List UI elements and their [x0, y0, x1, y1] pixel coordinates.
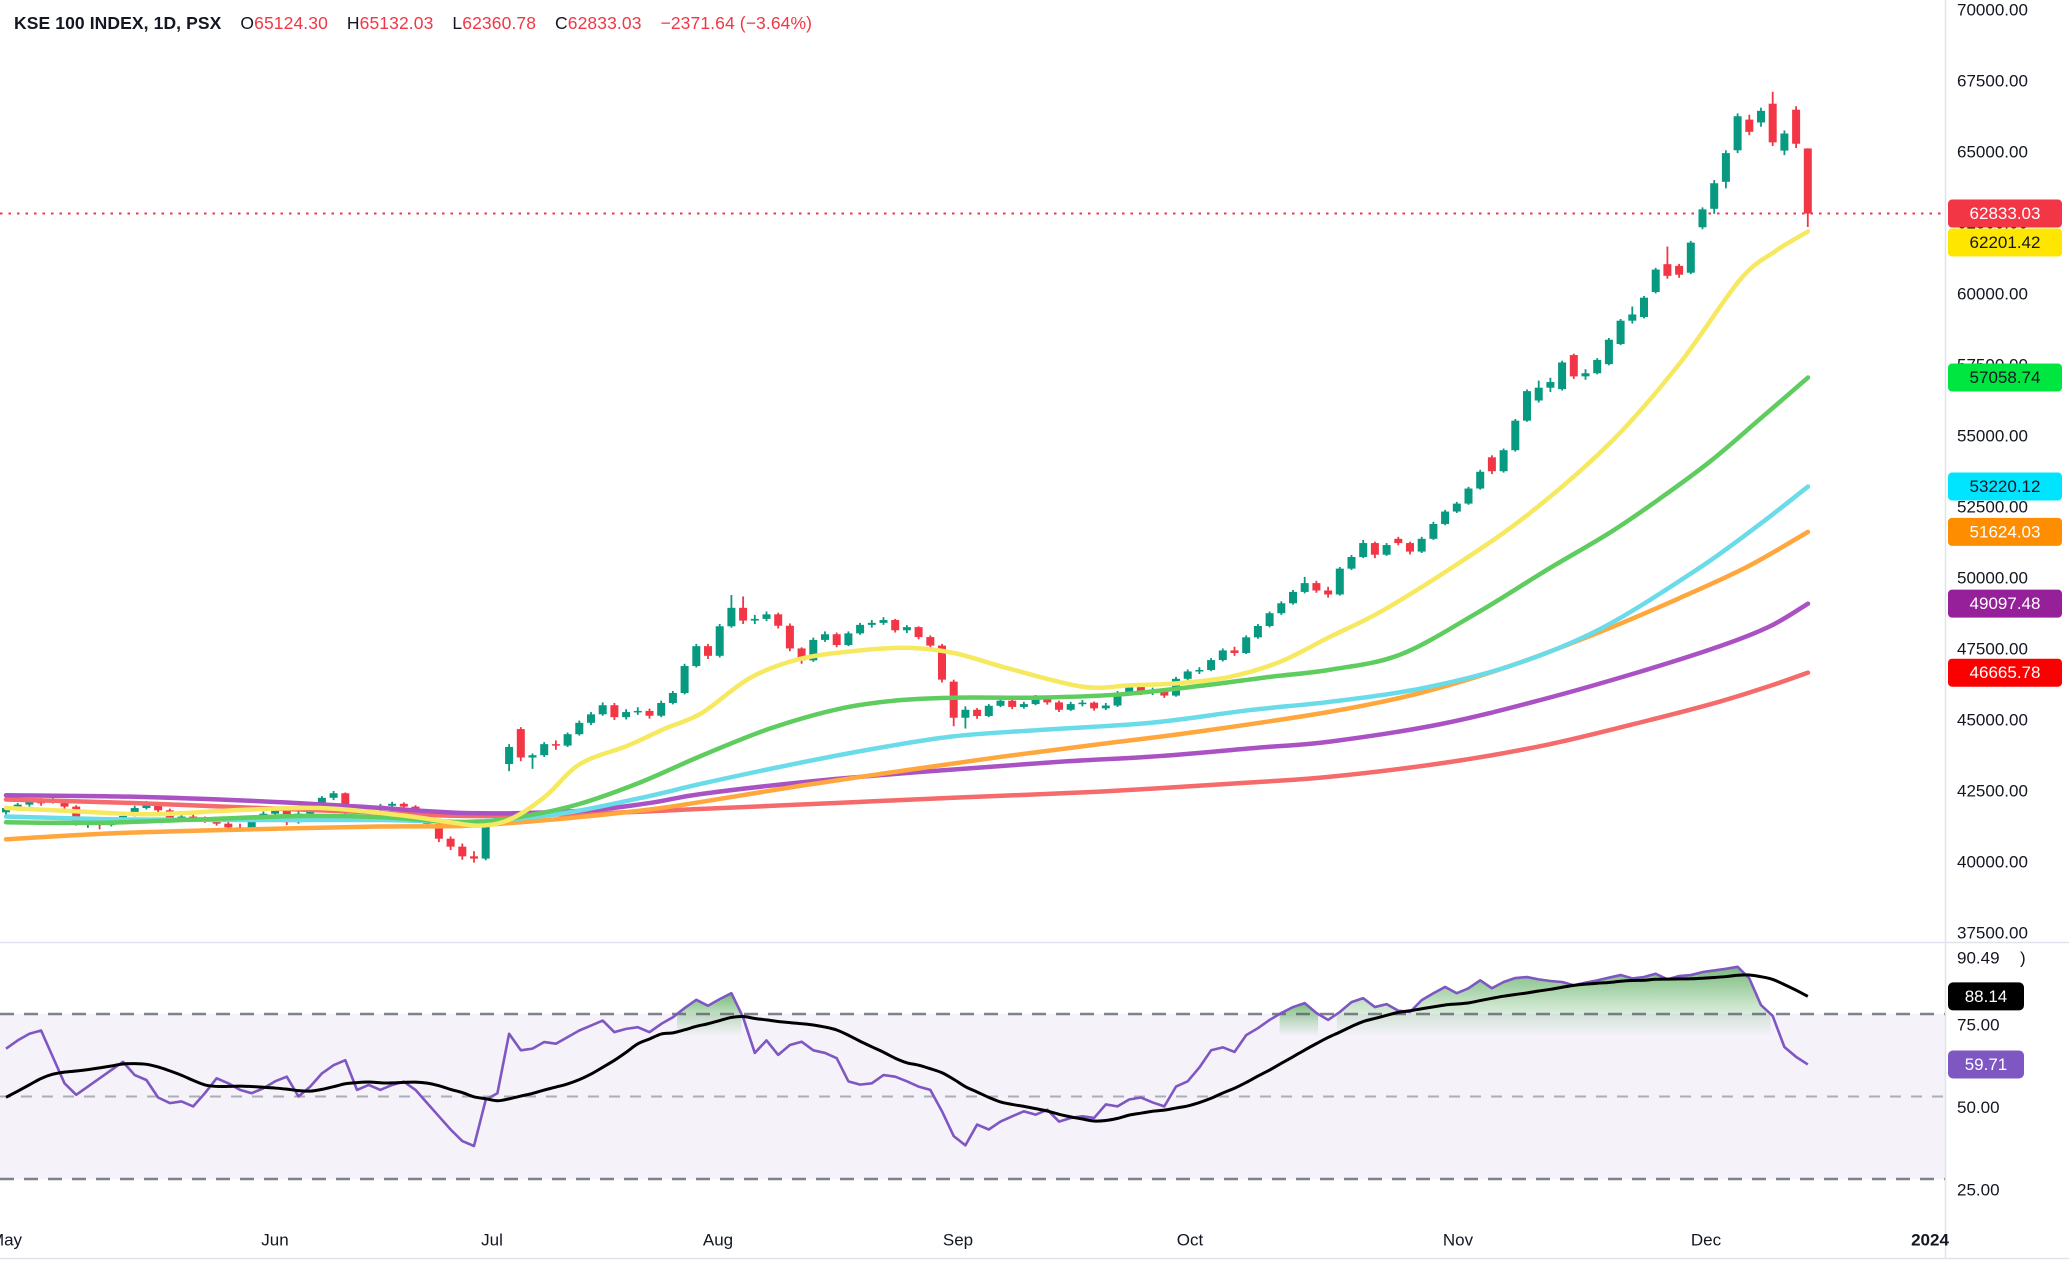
ma-green [3, 375, 1811, 826]
svg-text:75.00: 75.00 [1957, 1016, 2000, 1035]
time-axis[interactable]: May Jun Jul Aug Sep Oct Nov Dec 2024 [0, 1231, 1949, 1250]
svg-text:50000.00: 50000.00 [1957, 569, 2028, 588]
time-label-Sep: Sep [943, 1231, 973, 1250]
ma-green-badge [1948, 363, 2062, 392]
ma-purple-badge [1948, 589, 2062, 618]
ma-yellow-badge [1948, 228, 2062, 257]
svg-text:70000.00: 70000.00 [1957, 1, 2028, 20]
candlestick-series [2, 91, 1812, 863]
svg-text:47500.00: 47500.00 [1957, 640, 2028, 659]
ma-purple [3, 601, 1811, 816]
svg-text:88.14: 88.14 [1965, 987, 2008, 1006]
time-label-Nov: Nov [1443, 1231, 1474, 1250]
svg-text:62201.42: 62201.42 [1970, 233, 2041, 252]
close-label: C [555, 13, 568, 33]
svg-text:62833.03: 62833.03 [1970, 204, 2041, 223]
svg-text:65000.00: 65000.00 [1957, 143, 2028, 162]
ma-red-badge [1948, 658, 2062, 687]
open-label: O [240, 13, 255, 33]
ma-yellow [3, 229, 1811, 828]
svg-text:67500.00: 67500.00 [1957, 72, 2028, 91]
svg-text:): ) [2020, 949, 2026, 968]
price-axis-badges: 62833.03 62201.42 57058.74 53220.12 51624.03… [1948, 199, 2062, 687]
symbol-title: KSE 100 INDEX, 1D, PSX [14, 13, 222, 33]
low-value: 62360.78 [462, 13, 537, 33]
time-label-Aug: Aug [703, 1231, 733, 1250]
time-label-2024: 2024 [1911, 1231, 1949, 1250]
change-value: −2371.64 (−3.64%) [660, 13, 813, 33]
rsi-ma-badge [1948, 982, 2024, 1011]
svg-text:53220.12: 53220.12 [1970, 477, 2041, 496]
svg-text:45000.00: 45000.00 [1957, 711, 2028, 730]
rsi-ma-line [5, 973, 1809, 1123]
symbol-legend[interactable]: KSE 100 INDEX, 1D, PSX O65124.30 H65132.… [14, 13, 812, 34]
high-value: 65132.03 [359, 13, 434, 33]
last-price-badge [1948, 199, 2062, 228]
ma-cyan [3, 484, 1811, 825]
svg-text:52500.00: 52500.00 [1957, 498, 2028, 517]
close-value: 62833.03 [567, 13, 642, 33]
svg-text:57058.74: 57058.74 [1970, 368, 2041, 387]
plot-area[interactable] [0, 91, 1945, 1181]
svg-text:90.49: 90.49 [1957, 949, 2000, 968]
svg-text:42500.00: 42500.00 [1957, 782, 2028, 801]
svg-text:25.00: 25.00 [1957, 1181, 2000, 1200]
rsi-value-badge [1948, 1050, 2024, 1079]
time-label-May: May [0, 1231, 23, 1250]
rsi-axis[interactable]: 90.49) 75.00 50.00 25.00 88.14 59.71 [1948, 949, 2026, 1200]
low-label: L [452, 13, 463, 33]
open-value: 65124.30 [254, 13, 328, 33]
svg-text:46665.78: 46665.78 [1970, 663, 2041, 682]
svg-text:50.00: 50.00 [1957, 1098, 2000, 1117]
time-label-Jul: Jul [481, 1231, 503, 1250]
time-label-Dec: Dec [1691, 1231, 1722, 1250]
svg-text:40000.00: 40000.00 [1957, 853, 2028, 872]
price-axis[interactable]: 70000.0067500.0065000.0062500.0060000.00… [1957, 1, 2028, 943]
high-label: H [346, 13, 360, 33]
svg-text:55000.00: 55000.00 [1957, 427, 2028, 446]
svg-text:60000.00: 60000.00 [1957, 285, 2028, 304]
ma-cyan-badge [1948, 472, 2062, 501]
svg-text:49097.48: 49097.48 [1970, 594, 2041, 613]
svg-text:59.71: 59.71 [1965, 1055, 2008, 1074]
svg-text:51624.03: 51624.03 [1970, 522, 2041, 541]
time-label-Oct: Oct [1177, 1231, 1204, 1250]
ma-orange-badge [1948, 517, 2062, 546]
svg-text:37500.00: 37500.00 [1957, 924, 2028, 943]
time-label-Jun: Jun [261, 1231, 288, 1250]
